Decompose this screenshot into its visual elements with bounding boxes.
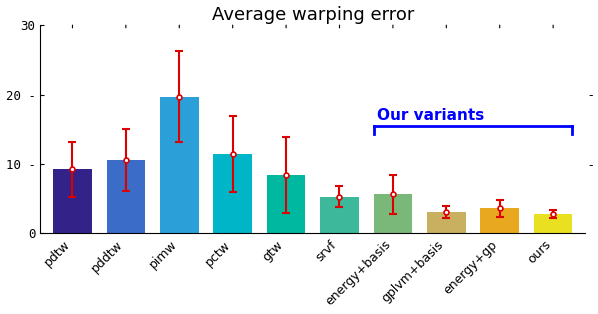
Bar (480, 208, 519, 233)
Bar (106, 160, 145, 233)
Bar (427, 212, 465, 233)
Bar (213, 154, 252, 233)
Bar (160, 97, 199, 233)
Bar (267, 175, 306, 233)
Bar (53, 170, 91, 233)
Bar (321, 197, 359, 233)
Title: Average warping error: Average warping error (212, 6, 414, 24)
Bar (374, 194, 412, 233)
Bar (534, 214, 572, 233)
Text: Our variants: Our variants (377, 108, 484, 123)
